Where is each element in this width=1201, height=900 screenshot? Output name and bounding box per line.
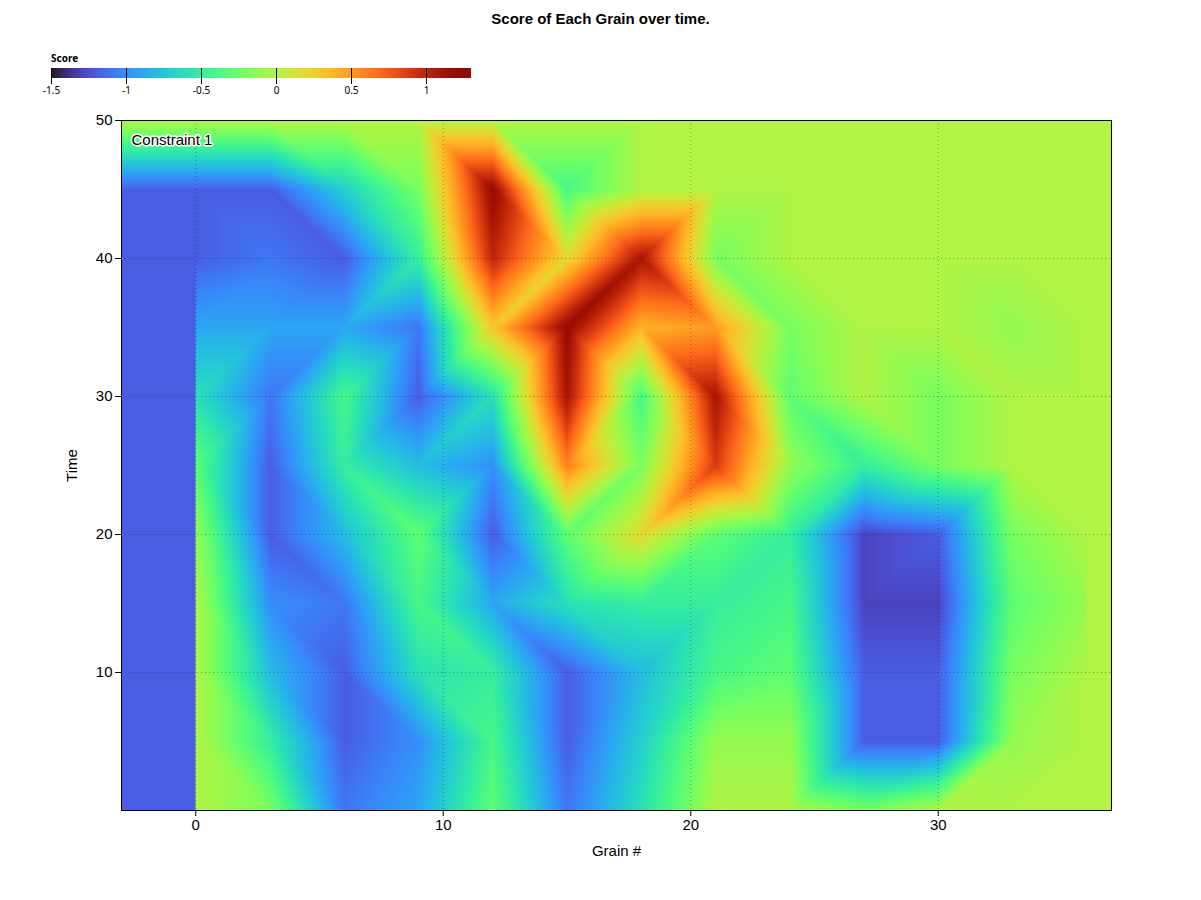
svg-text:50: 50 (95, 111, 112, 128)
svg-text:Grain #: Grain # (591, 842, 641, 859)
svg-text:20: 20 (682, 816, 699, 833)
html-text:Score of Each Grain over time.: Score of Each Grain over time. (491, 10, 710, 27)
svg-text:Time: Time (63, 449, 80, 482)
svg-text:-0.5: -0.5 (192, 83, 210, 97)
svg-text:-1.5: -1.5 (42, 83, 60, 97)
svg-text:0: 0 (273, 83, 279, 97)
svg-text:Constraint 1: Constraint 1 (131, 131, 212, 148)
svg-text:10: 10 (434, 816, 451, 833)
svg-text:30: 30 (95, 387, 112, 404)
svg-text:30: 30 (929, 816, 946, 833)
svg-text:0: 0 (191, 816, 199, 833)
svg-text:-1: -1 (122, 83, 131, 97)
svg-text:0.5: 0.5 (344, 83, 358, 97)
svg-text:40: 40 (95, 249, 112, 266)
svg-text:10: 10 (95, 663, 112, 680)
svg-text:1: 1 (423, 83, 429, 97)
svg-text:Score: Score (51, 51, 78, 65)
svg-text:20: 20 (95, 525, 112, 542)
